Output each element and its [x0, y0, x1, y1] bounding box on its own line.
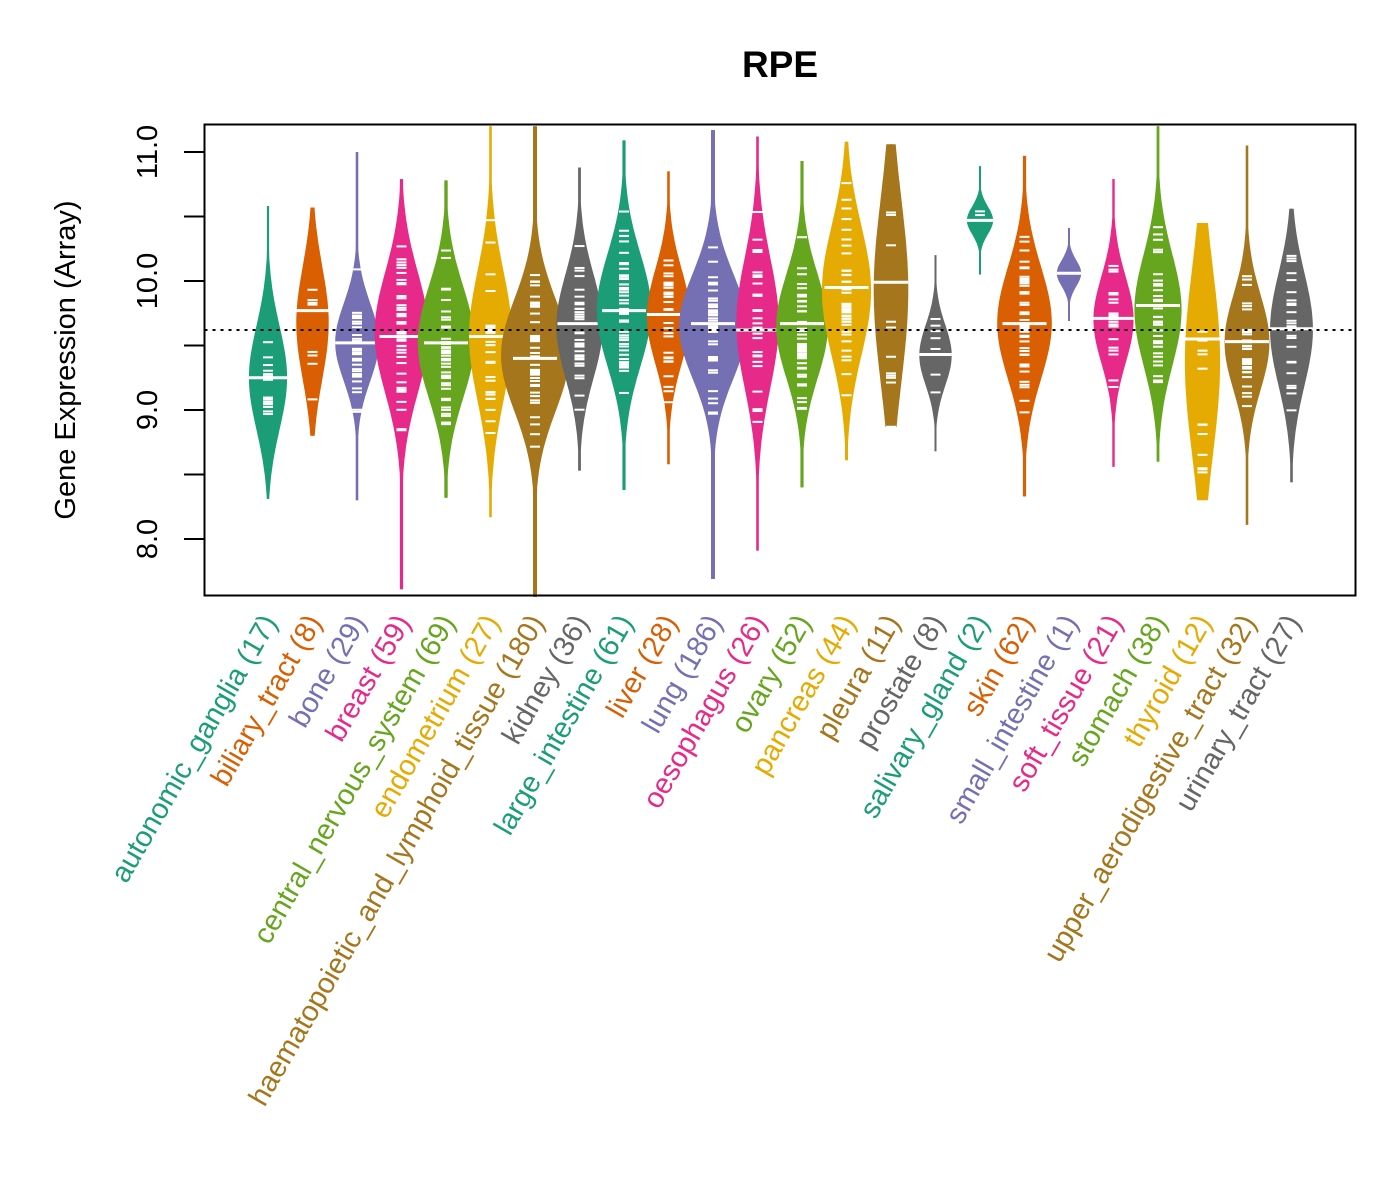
bean-biliary_tract — [296, 207, 329, 436]
bean-bone — [335, 152, 379, 501]
bean-oesophagus — [736, 136, 779, 551]
chart-title: RPE — [742, 44, 818, 85]
bean-salivary_gland — [966, 166, 994, 275]
x-axis-labels: autonomic_ganglia (17)biliary_tract (8)b… — [105, 610, 1308, 1112]
bean-breast — [374, 179, 429, 590]
bean-soft_tissue — [1093, 179, 1134, 467]
bean-lung — [679, 130, 747, 579]
y-tick-label: 11.0 — [132, 125, 164, 179]
bean-prostate — [919, 255, 952, 452]
y-tick-label: 9.0 — [132, 390, 164, 430]
bean-thyroid — [1184, 222, 1221, 501]
y-axis: 8.0 9.0 10.0 11.0 — [132, 125, 204, 559]
bean-liver — [646, 171, 691, 465]
bean-pancreas — [821, 141, 872, 461]
bean-central_nervous_system — [417, 180, 475, 498]
y-tick-label: 8.0 — [132, 519, 164, 559]
bean-stomach — [1134, 126, 1182, 462]
plot-frame — [203, 123, 1357, 597]
y-tick-label: 10.0 — [132, 253, 164, 309]
bean-skin — [997, 155, 1052, 497]
bean-ovary — [776, 161, 828, 488]
bean-kidney — [556, 167, 603, 471]
bean-pleura — [873, 144, 909, 428]
bean-haematopoietic_and_lymphoid_tissue — [501, 126, 569, 598]
bean-upper_aerodigestive_tract — [1224, 145, 1270, 525]
beans-layer — [248, 126, 1313, 598]
bean-autonomic_ganglia — [248, 206, 288, 500]
bean-small_intestine — [1056, 228, 1082, 321]
bean-urinary_tract — [1270, 208, 1313, 483]
bean-large_intestine — [596, 140, 652, 490]
y-axis-label: Gene Expression (Array) — [50, 200, 82, 519]
bean-endometrium — [469, 126, 512, 518]
